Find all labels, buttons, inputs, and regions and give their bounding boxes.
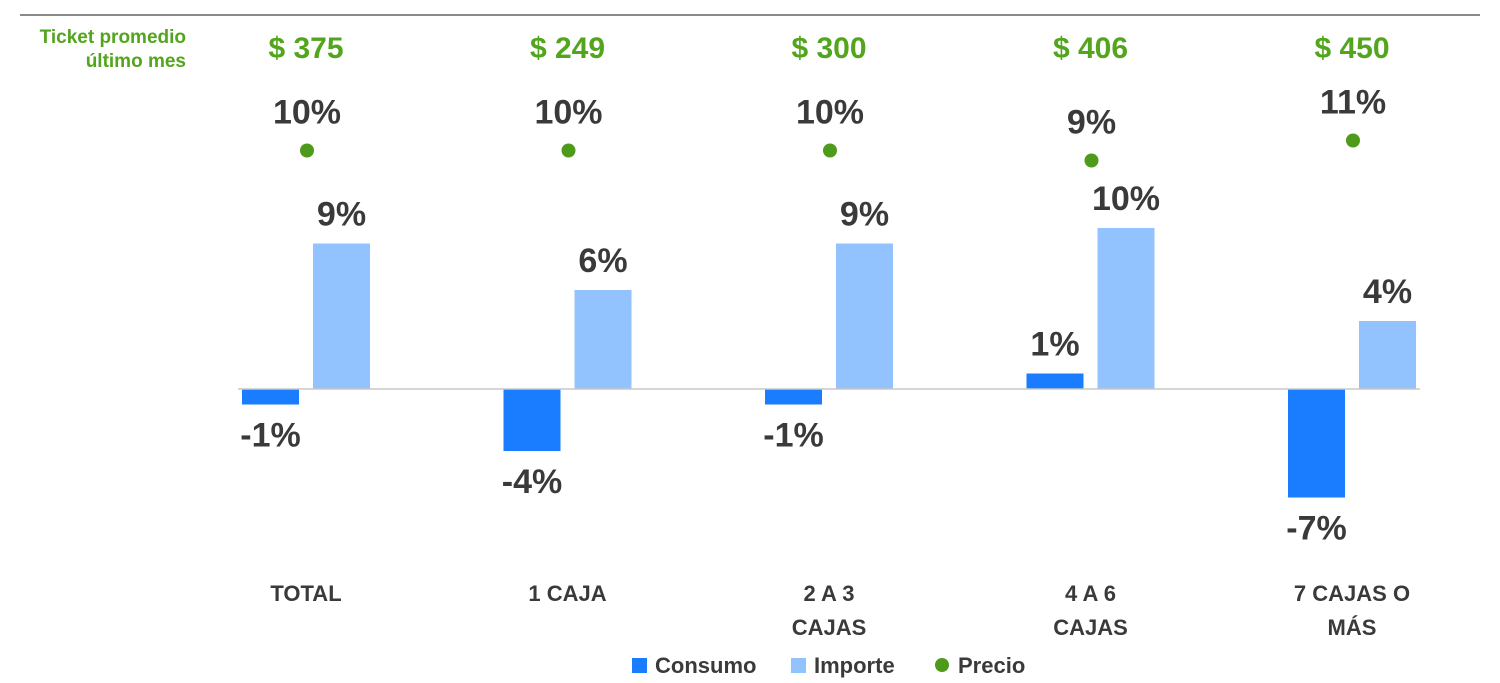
legend-label-importe: Importe (814, 653, 895, 678)
importe-bar-1-caja (574, 290, 632, 389)
legend-marker-importe (791, 658, 806, 673)
precio-series: 10% 10% 10% 9% 11% (273, 84, 1386, 168)
consumo-bar-total (242, 389, 299, 405)
precio-label-total: 10% (273, 94, 341, 132)
ticket-label-line2: último mes (86, 51, 186, 72)
precio-dot-total (300, 143, 314, 158)
precio-dot-1-caja (561, 143, 576, 158)
ticket-value-total: $ 375 (268, 32, 343, 65)
consumo-bar-7-cajas-o-m-s (1288, 389, 1345, 498)
importe-label-1-caja: 6% (578, 242, 627, 280)
consumo-bar-2-a-3-cajas (765, 389, 822, 405)
ticket-value-7-cajas-o-m-s: $ 450 (1314, 32, 1389, 65)
precio-label-1-caja: 10% (534, 94, 602, 132)
importe-label-7-cajas-o-m-s: 4% (1363, 273, 1412, 311)
importe-label-2-a-3-cajas: 9% (840, 196, 889, 234)
importe-bar-2-a-3-cajas (836, 243, 893, 389)
precio-label-4-a-6-cajas: 9% (1067, 104, 1116, 142)
bar-series: -1% 9% -4% 6% -1% 9% 1% 10% -7% 4% (240, 180, 1416, 548)
category-label-total: TOTAL (270, 581, 341, 606)
importe-label-4-a-6-cajas: 10% (1092, 180, 1160, 218)
importe-bar-7-cajas-o-m-s (1359, 321, 1416, 389)
category-label-4-a-6-cajas: 4 A 6 (1065, 581, 1116, 606)
legend-label-precio: Precio (958, 653, 1025, 678)
legend-marker-consumo (632, 658, 647, 673)
legend: Consumo Importe Precio (632, 653, 1025, 678)
ticket-value-2-a-3-cajas: $ 300 (791, 32, 866, 65)
consumo-label-7-cajas-o-m-s: -7% (1286, 510, 1346, 548)
category-labels: TOTAL 1 CAJA 2 A 3 CAJAS 4 A 6 CAJAS 7 CAJAS O… (270, 581, 1410, 640)
category-label-7-cajas-o-m-s: MÁS (1328, 615, 1377, 640)
importe-bar-total (313, 243, 370, 389)
precio-dot-2-a-3-cajas (823, 143, 837, 158)
importe-label-total: 9% (317, 196, 366, 234)
consumo-label-total: -1% (240, 417, 300, 455)
importe-bar-4-a-6-cajas (1097, 228, 1155, 389)
consumo-label-2-a-3-cajas: -1% (763, 417, 823, 455)
consumo-bar-1-caja (503, 389, 561, 451)
legend-marker-precio (935, 658, 949, 672)
consumo-bar-4-a-6-cajas (1026, 373, 1084, 389)
ticket-value-1-caja: $ 249 (530, 32, 605, 65)
category-label-2-a-3-cajas: CAJAS (792, 615, 867, 640)
category-label-2-a-3-cajas: 2 A 3 (804, 581, 855, 606)
precio-dot-4-a-6-cajas (1084, 153, 1099, 168)
ticket-values: $ 375 $ 249 $ 300 $ 406 $ 450 (268, 32, 1389, 65)
precio-dot-7-cajas-o-m-s (1346, 133, 1360, 148)
category-label-4-a-6-cajas: CAJAS (1053, 615, 1128, 640)
consumo-label-1-caja: -4% (502, 463, 562, 501)
legend-label-consumo: Consumo (655, 653, 756, 678)
ticket-value-4-a-6-cajas: $ 406 (1053, 32, 1128, 65)
category-label-1-caja: 1 CAJA (528, 581, 606, 606)
precio-label-7-cajas-o-m-s: 11% (1320, 84, 1386, 122)
precio-label-2-a-3-cajas: 10% (796, 94, 864, 132)
category-label-7-cajas-o-m-s: 7 CAJAS O (1294, 581, 1410, 606)
consumo-label-4-a-6-cajas: 1% (1030, 326, 1079, 364)
ticket-label-line1: Ticket promedio (40, 27, 186, 48)
